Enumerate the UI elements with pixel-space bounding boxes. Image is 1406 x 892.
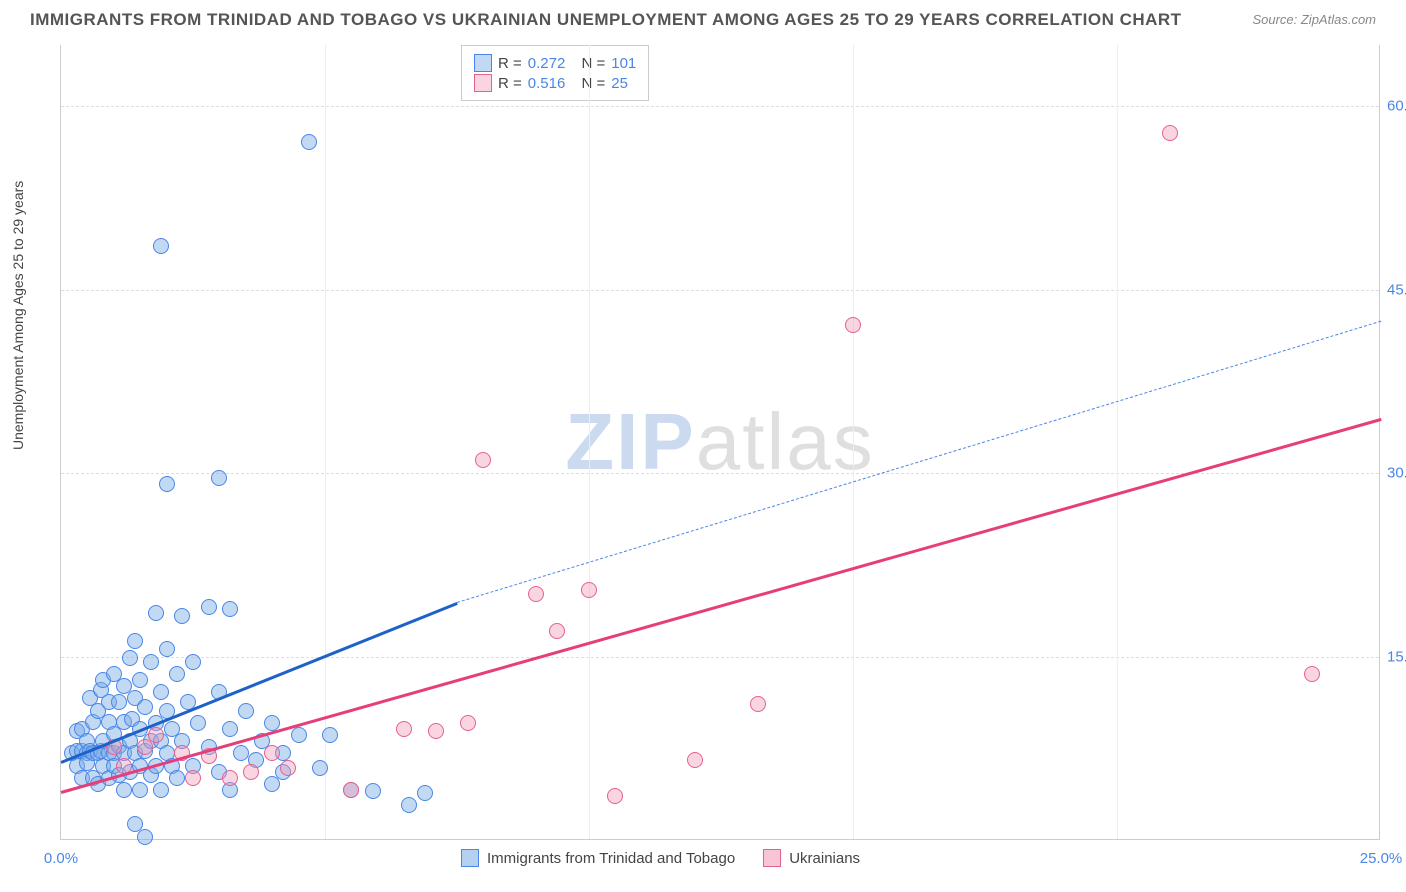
data-point (528, 586, 544, 602)
legend-item-label: Immigrants from Trinidad and Tobago (487, 850, 735, 867)
data-point (301, 134, 317, 150)
legend-r-label: R = (498, 55, 522, 72)
data-point (174, 608, 190, 624)
legend-item: Ukrainians (763, 849, 860, 867)
data-point (148, 605, 164, 621)
data-point (153, 782, 169, 798)
data-point (291, 727, 307, 743)
y-tick-label: 30.0% (1387, 465, 1406, 482)
legend-swatch-icon (474, 54, 492, 72)
legend-r-label: R = (498, 75, 522, 92)
legend-item: Immigrants from Trinidad and Tobago (461, 849, 735, 867)
data-point (233, 745, 249, 761)
watermark: ZIPatlas (565, 396, 874, 488)
data-point (116, 782, 132, 798)
x-tick-label: 25.0% (1360, 850, 1403, 867)
data-point (238, 703, 254, 719)
legend-item-label: Ukrainians (789, 850, 860, 867)
data-point (222, 601, 238, 617)
data-point (185, 654, 201, 670)
data-point (111, 694, 127, 710)
data-point (153, 238, 169, 254)
y-tick-label: 45.0% (1387, 281, 1406, 298)
data-point (211, 470, 227, 486)
data-point (143, 654, 159, 670)
chart-title: IMMIGRANTS FROM TRINIDAD AND TOBAGO VS U… (30, 10, 1182, 30)
legend-n-value: 101 (611, 55, 636, 72)
data-point (401, 797, 417, 813)
grid-line (61, 290, 1379, 291)
data-point (127, 633, 143, 649)
data-point (169, 770, 185, 786)
data-point (243, 764, 259, 780)
data-point (222, 770, 238, 786)
y-tick-label: 15.0% (1387, 648, 1406, 665)
data-point (122, 650, 138, 666)
legend-n-label: N = (581, 75, 605, 92)
data-point (1304, 666, 1320, 682)
grid-line (61, 657, 1379, 658)
source-label: Source: ZipAtlas.com (1252, 12, 1376, 27)
series-legend: Immigrants from Trinidad and Tobago Ukra… (461, 849, 860, 867)
data-point (549, 623, 565, 639)
data-point (264, 745, 280, 761)
data-point (312, 760, 328, 776)
data-point (322, 727, 338, 743)
correlation-legend: R = 0.272 N = 101 R = 0.516 N = 25 (461, 45, 649, 101)
legend-row: R = 0.516 N = 25 (474, 74, 636, 92)
data-point (159, 641, 175, 657)
x-tick-label: 0.0% (44, 850, 78, 867)
legend-r-value: 0.516 (528, 75, 566, 92)
data-point (750, 696, 766, 712)
legend-row: R = 0.272 N = 101 (474, 54, 636, 72)
trend-line (61, 418, 1382, 794)
data-point (475, 452, 491, 468)
data-point (280, 760, 296, 776)
legend-r-value: 0.272 (528, 55, 566, 72)
data-point (190, 715, 206, 731)
data-point (687, 752, 703, 768)
data-point (460, 715, 476, 731)
data-point (201, 599, 217, 615)
data-point (343, 782, 359, 798)
legend-n-label: N = (581, 55, 605, 72)
y-tick-label: 60.0% (1387, 98, 1406, 115)
legend-swatch-icon (474, 74, 492, 92)
data-point (222, 721, 238, 737)
data-point (396, 721, 412, 737)
data-point (185, 770, 201, 786)
data-point (137, 699, 153, 715)
grid-line (325, 45, 326, 839)
data-point (1162, 125, 1178, 141)
legend-swatch-icon (763, 849, 781, 867)
trend-line (457, 320, 1381, 602)
grid-line (61, 106, 1379, 107)
data-point (159, 476, 175, 492)
grid-line (853, 45, 854, 839)
data-point (132, 672, 148, 688)
legend-n-value: 25 (611, 75, 628, 92)
data-point (428, 723, 444, 739)
data-point (169, 666, 185, 682)
data-point (417, 785, 433, 801)
data-point (132, 782, 148, 798)
data-point (148, 727, 164, 743)
grid-line (1117, 45, 1118, 839)
data-point (365, 783, 381, 799)
legend-swatch-icon (461, 849, 479, 867)
data-point (581, 582, 597, 598)
data-point (607, 788, 623, 804)
data-point (153, 684, 169, 700)
data-point (845, 317, 861, 333)
grid-line (589, 45, 590, 839)
data-point (137, 829, 153, 845)
y-axis-label: Unemployment Among Ages 25 to 29 years (10, 181, 26, 450)
scatter-plot: ZIPatlas R = 0.272 N = 101 R = 0.516 N =… (60, 45, 1380, 840)
